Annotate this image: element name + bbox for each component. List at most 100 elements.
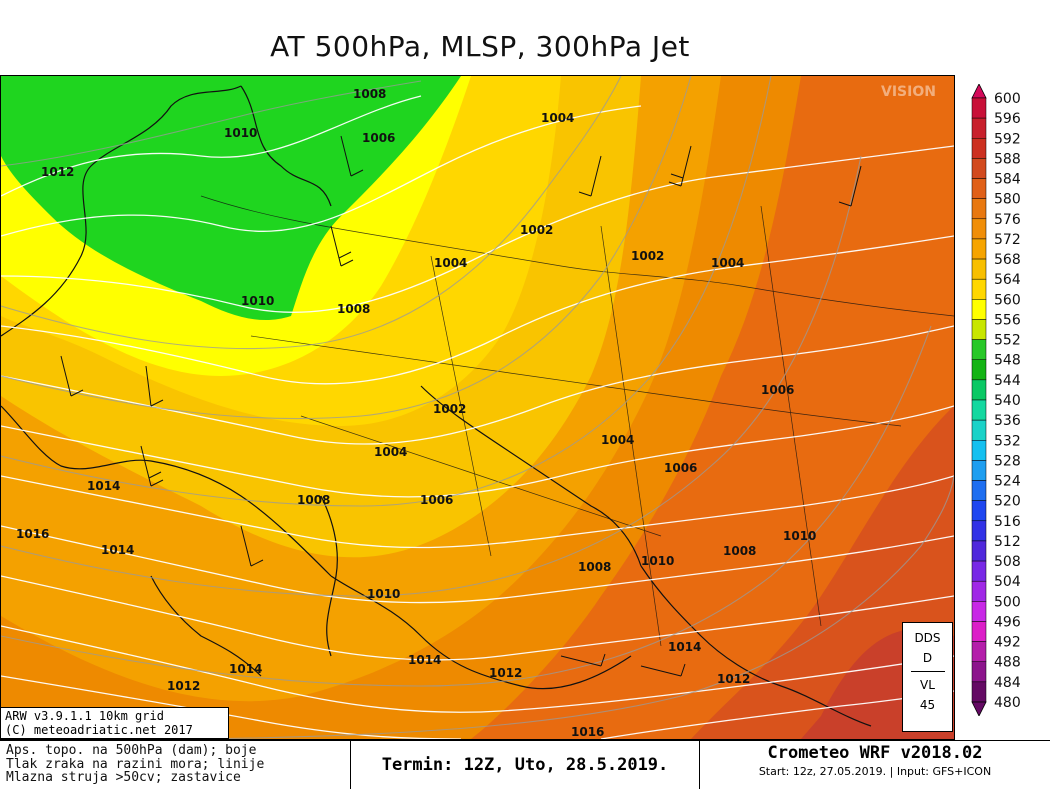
legend-tick-label: 596 [994,111,1021,127]
legend-tick-label: 496 [994,614,1021,630]
legend-swatch [971,621,987,642]
legend-tick-label: 548 [994,353,1021,369]
legend-swatch [971,560,987,582]
isobar-label: 1004 [711,256,744,270]
legend-tick-label: 536 [994,413,1021,429]
wind-barbs [60,135,862,677]
legend-swatch [971,379,987,401]
weather-map: VISION 1008 1010 1006 1012 1004 1002 100… [0,75,955,740]
legend-swatch [971,540,987,562]
footer-line-pressure: Tlak zraka na razini mora; linije [6,756,265,772]
isobar-label: 1006 [420,493,453,507]
isobar-label: 1014 [408,653,441,667]
legend-tick-label: 544 [994,373,1021,389]
isobar-label: 1002 [631,249,664,263]
footer-line-heights: Aps. topo. na 500hPa (dam); boje [6,743,257,758]
legend-swatch [971,681,987,703]
legend-swatch [971,218,987,240]
isobar-label: 1012 [167,679,200,693]
legend-swatch [971,399,987,421]
legend-tick-label: 492 [994,635,1021,651]
legend-swatch [971,258,987,280]
legend-tick-label: 580 [994,192,1021,208]
copyright: (C) meteoadriatic.net 2017 [5,723,193,737]
height-contours [1,76,954,739]
isobar-label: 1014 [229,662,262,676]
footer: Aps. topo. na 500hPa (dam); boje Tlak zr… [0,740,1050,789]
legend-swatch [971,500,987,522]
legend-swatch [971,460,987,481]
isobar-label: 1016 [571,725,604,739]
isobars [1,95,954,739]
legend-tick-label: 480 [994,695,1021,711]
isobar-label: 1002 [433,402,466,416]
legend-tick-label: 500 [994,594,1021,610]
legend-tick-label: 568 [994,252,1021,268]
legend-swatch [971,359,987,381]
dds-label: DDS [914,631,941,645]
coastlines [1,85,872,727]
legend-swatch [971,480,987,501]
legend-swatch [971,520,987,542]
isobar-label: 1012 [489,666,522,680]
isobar-label: 1008 [353,87,386,101]
legend-tick-label: 584 [994,172,1021,188]
legend-tick-label: 484 [994,675,1021,691]
color-legend: 600 596 592 588 584 580 576 572 568 564 560 556 552 5… [968,83,1048,717]
legend-swatch [971,641,987,662]
forecast-termin: Termin: 12Z, Uto, 28.5.2019. [350,741,700,789]
legend-swatch [971,178,987,199]
isobar-label: 1004 [601,433,634,447]
isobar-label: 1010 [367,587,400,601]
isobar-label: 1006 [362,131,395,145]
vl-value: 45 [919,698,936,712]
legend-tick-label: 540 [994,393,1021,409]
legend-tick-label: 512 [994,534,1021,550]
isobar-label: 1014 [668,640,701,654]
legend-tick-label: 592 [994,131,1021,147]
isobar-label: 1008 [723,544,756,558]
country-borders [200,195,954,647]
model-version: ARW v3.9.1.1 10km grid [5,709,164,723]
legend-tick-label: 528 [994,453,1021,469]
legend-tick-label: 560 [994,292,1021,308]
isobar-label: 1004 [434,256,467,270]
legend-swatch [971,238,987,260]
dds-box: DDS D VL 45 [902,622,953,732]
isobar-label: 1008 [337,302,370,316]
footer-line-jet: Mlazna struja >50cv; zastavice [6,770,241,785]
legend-tick-label: 524 [994,474,1021,490]
legend-swatch [971,661,987,683]
isobar-label: 1010 [241,294,274,308]
legend-swatch [971,580,987,602]
legend-swatch [971,601,987,622]
model-info-box: ARW v3.9.1.1 10km grid (C) meteoadriatic… [0,707,229,739]
legend-swatch [971,319,987,340]
legend-swatch [971,117,987,139]
legend-swatch [971,339,987,360]
isobar-label: 1010 [641,554,674,568]
isobar-label: 1010 [224,126,257,140]
legend-swatch [971,97,987,119]
legend-swatch [971,419,987,441]
legend-tick-label: 520 [994,494,1021,510]
isobar-label: 1012 [717,672,750,686]
legend-tick-label: 532 [994,433,1021,449]
legend-swatch [971,299,987,320]
brand-name: Crometeo WRF v2018.02 [767,743,983,763]
run-start-info: Start: 12z, 27.05.2019. | Input: GFS+ICO… [758,765,992,778]
isobar-labels: 1008 1010 1006 1012 1004 1002 1002 1004 … [16,87,816,739]
isobar-label: 1006 [761,383,794,397]
legend-tick-label: 576 [994,212,1021,228]
isobar-label: 1008 [578,560,611,574]
isobar-label: 1008 [297,493,330,507]
dds-value: D [922,651,933,665]
isobar-label: 1002 [520,223,553,237]
footer-brand-block: Crometeo WRF v2018.02 Start: 12z, 27.05.… [700,743,1050,778]
isobar-label: 1014 [87,479,120,493]
legend-arrow-top [971,83,987,99]
legend-tick-label: 588 [994,151,1021,167]
legend-tick-label: 488 [994,655,1021,671]
footer-description: Aps. topo. na 500hPa (dam); boje Tlak zr… [6,744,346,785]
isobar-label: 1014 [101,543,134,557]
